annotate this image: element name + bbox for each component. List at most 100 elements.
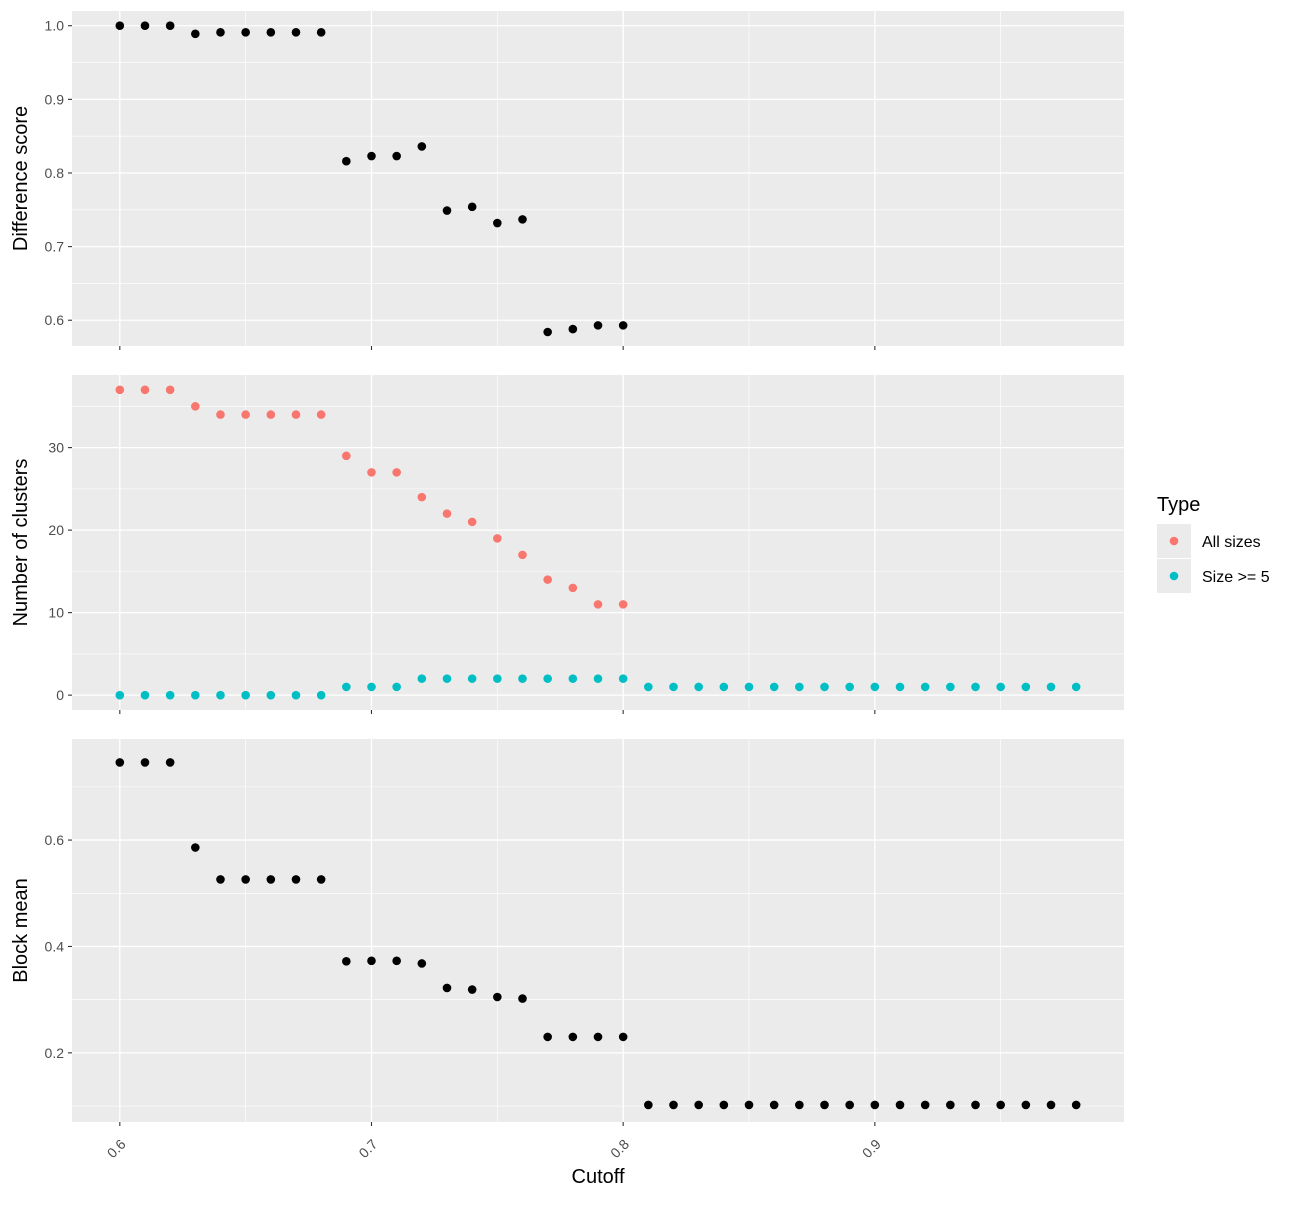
x-tick-label: 0.6 xyxy=(104,1136,129,1161)
data-point xyxy=(165,758,175,767)
series-points xyxy=(115,758,1081,1110)
legend-label-size5: Size >= 5 xyxy=(1202,569,1270,586)
data-point xyxy=(543,327,552,337)
data-point xyxy=(920,1100,930,1110)
data-point xyxy=(568,324,578,334)
data-point xyxy=(870,682,880,692)
data-point xyxy=(216,410,225,419)
data-point xyxy=(1021,1100,1031,1110)
data-point xyxy=(694,1100,703,1110)
data-point xyxy=(669,1100,678,1110)
data-point xyxy=(1021,682,1031,692)
data-point xyxy=(568,1032,578,1042)
data-point xyxy=(216,875,225,884)
data-point xyxy=(140,385,150,395)
data-point xyxy=(971,682,980,692)
data-point xyxy=(518,215,527,224)
legend-title: Type xyxy=(1157,494,1200,516)
data-point xyxy=(165,690,175,700)
y-axis-title: Block mean xyxy=(10,878,32,983)
data-point xyxy=(367,956,376,966)
data-point xyxy=(518,550,527,560)
data-point xyxy=(618,321,628,330)
data-point xyxy=(996,1100,1005,1110)
data-point xyxy=(342,682,351,692)
data-point xyxy=(467,517,477,527)
x-tick-label: 0.7 xyxy=(355,1136,380,1161)
data-point xyxy=(769,682,779,692)
y-tick-label: 0.4 xyxy=(45,938,65,954)
data-point xyxy=(820,682,829,692)
y-tick-label: 0.8 xyxy=(45,165,65,181)
data-point xyxy=(417,492,427,502)
data-point xyxy=(870,1100,880,1110)
data-point xyxy=(618,1032,628,1042)
data-point xyxy=(241,410,250,419)
data-point xyxy=(618,600,628,609)
data-point xyxy=(291,875,301,884)
data-point xyxy=(895,1100,905,1110)
series-all-sizes xyxy=(115,385,628,609)
data-point xyxy=(593,674,603,683)
data-point xyxy=(744,1100,754,1110)
y-tick-label: 0 xyxy=(56,687,64,703)
data-point xyxy=(165,21,175,31)
data-point xyxy=(191,690,200,700)
data-point xyxy=(291,410,301,419)
data-point xyxy=(392,956,401,966)
data-point xyxy=(971,1100,980,1110)
data-point xyxy=(191,29,200,39)
data-point xyxy=(392,682,401,692)
data-point xyxy=(316,690,326,700)
data-point xyxy=(1071,1100,1081,1110)
y-tick-label: 0.6 xyxy=(45,832,65,848)
data-point xyxy=(266,875,276,884)
data-point xyxy=(417,674,427,683)
data-point xyxy=(593,321,603,330)
legend-label-all-sizes: All sizes xyxy=(1202,534,1261,551)
data-point xyxy=(266,28,276,37)
data-point xyxy=(392,468,401,477)
y-tick-label: 0.6 xyxy=(45,312,65,328)
data-point xyxy=(769,1100,779,1110)
data-point xyxy=(795,1100,804,1110)
data-point xyxy=(493,674,502,683)
data-point xyxy=(694,682,703,692)
data-point xyxy=(417,142,427,151)
data-point xyxy=(241,28,250,37)
series-size-5 xyxy=(115,674,1081,700)
data-point xyxy=(291,28,301,37)
data-point xyxy=(1071,682,1081,692)
data-point xyxy=(946,682,955,692)
data-point xyxy=(191,402,200,411)
panel-3: 0.2 0.4 0.6 Block mean 0.6 0.7 0.8 0.9 xyxy=(10,739,1124,1161)
data-point xyxy=(644,1100,653,1110)
y-tick-label: 1.0 xyxy=(45,18,65,34)
y-axis-title: Difference score xyxy=(10,106,32,251)
data-point xyxy=(140,21,150,31)
x-tick-label: 0.8 xyxy=(607,1136,632,1161)
data-point xyxy=(442,983,452,993)
data-point xyxy=(618,674,628,683)
data-point xyxy=(518,994,527,1003)
data-point xyxy=(493,218,502,228)
panel-background xyxy=(72,11,1124,346)
data-point xyxy=(593,600,603,609)
data-point xyxy=(367,682,376,692)
y-tick-label: 0.2 xyxy=(45,1045,65,1061)
data-point xyxy=(996,682,1005,692)
data-point xyxy=(140,690,150,700)
data-point xyxy=(1046,682,1056,692)
data-point xyxy=(493,992,502,1002)
data-point xyxy=(568,674,578,683)
data-point xyxy=(417,959,427,968)
data-point xyxy=(719,682,729,692)
data-point xyxy=(115,385,125,395)
panel-1: 0.6 0.7 0.8 0.9 1.0 Difference score xyxy=(10,11,1124,350)
legend: Type All sizes Size >= 5 xyxy=(1157,494,1270,593)
data-point xyxy=(593,1032,603,1042)
x-axis-title: Cutoff xyxy=(572,1166,625,1188)
data-point xyxy=(216,690,225,700)
